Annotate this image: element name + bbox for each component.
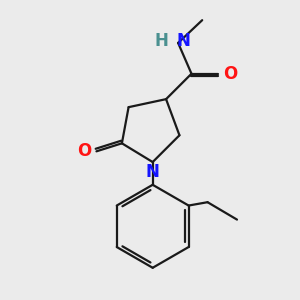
Text: H: H bbox=[155, 32, 169, 50]
Text: O: O bbox=[77, 142, 92, 160]
Text: O: O bbox=[223, 65, 237, 83]
Text: N: N bbox=[146, 164, 160, 181]
Text: N: N bbox=[177, 32, 190, 50]
